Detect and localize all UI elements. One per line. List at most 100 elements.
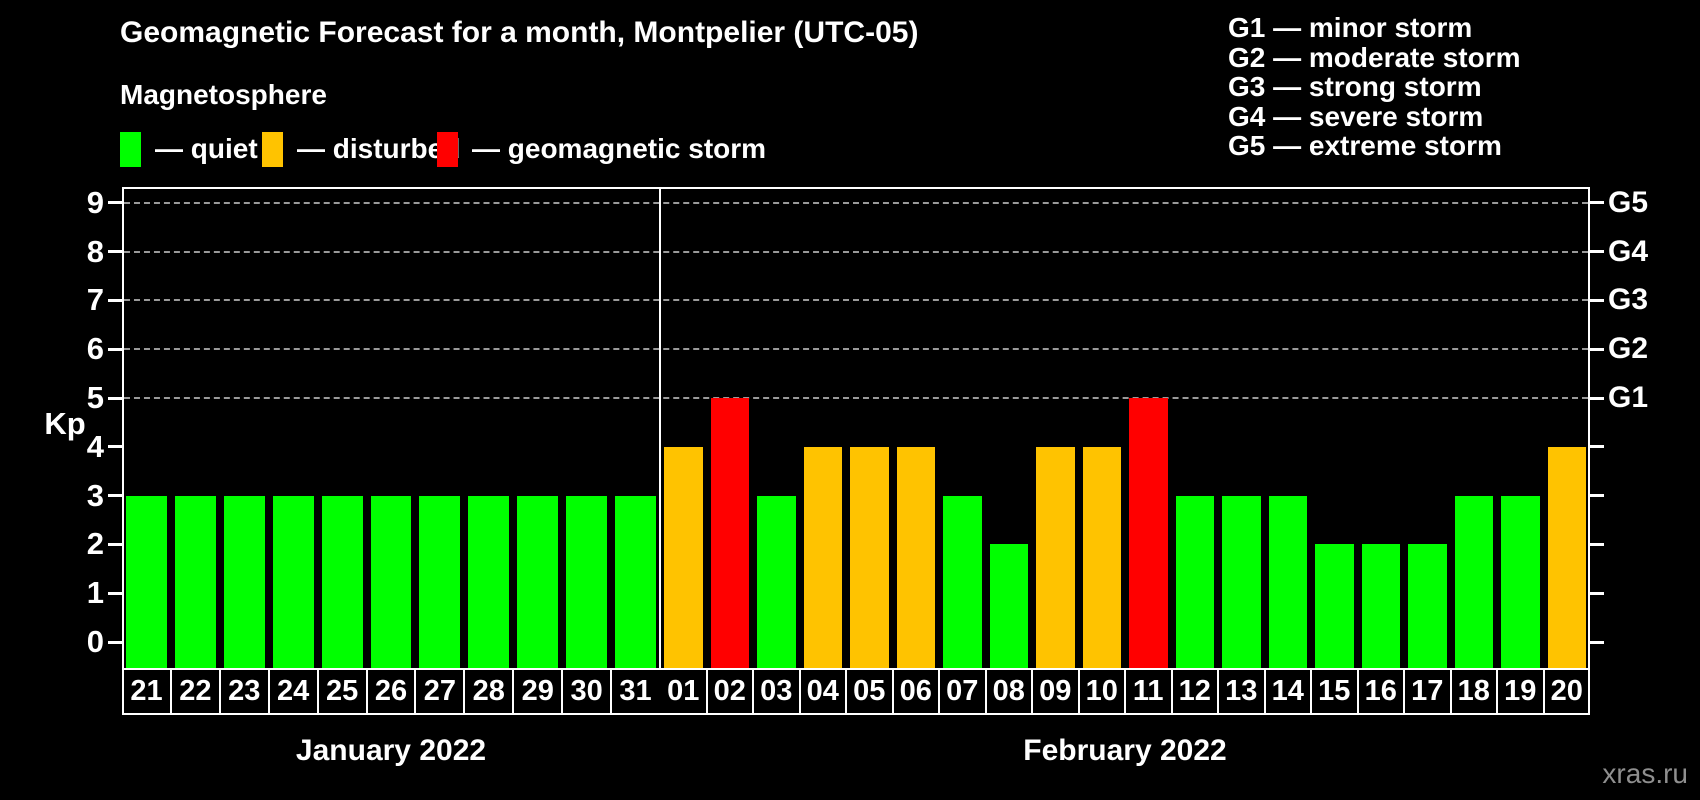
date-cell-divider — [1356, 668, 1359, 715]
legend-item-disturbed: — disturbed — [262, 131, 460, 167]
date-cell-divider — [1403, 668, 1405, 715]
date-cell-label: 13 — [1225, 675, 1258, 707]
kp-bar-january-22 — [174, 495, 216, 668]
date-cell-label: 22 — [179, 675, 212, 707]
y-axis-tick-right — [1590, 298, 1604, 302]
quiet-swatch-icon — [120, 131, 141, 167]
date-cell-label: 07 — [946, 675, 979, 707]
date-cell-divider — [845, 668, 847, 715]
storm-swatch-icon — [437, 131, 458, 167]
y-axis-tick-left — [108, 542, 122, 546]
gridline-kp6 — [124, 348, 1588, 351]
date-cell-label: 01 — [667, 675, 700, 707]
g-scale-legend-line-1: G1 — minor storm — [1228, 12, 1473, 43]
kp-bar-february-06 — [896, 446, 935, 668]
date-cell-label: 06 — [899, 675, 932, 707]
y-axis-tick-right — [1590, 396, 1604, 400]
y-axis-tick-right — [1590, 250, 1604, 254]
g-axis-label-g4: G4 — [1608, 234, 1649, 268]
date-cell-divider — [463, 668, 466, 715]
date-cell-divider — [1124, 668, 1126, 715]
kp-bar-february-11 — [1129, 398, 1168, 668]
date-cell-divider — [561, 668, 564, 715]
kp-bar-february-18 — [1454, 495, 1493, 668]
date-cell-label: 31 — [619, 675, 652, 707]
month-separator-line — [659, 189, 661, 668]
kp-bar-february-13 — [1222, 495, 1261, 668]
g-scale-legend-line-3: G3 — strong storm — [1228, 71, 1482, 102]
kp-bar-january-23 — [223, 495, 265, 668]
date-cell-divider — [414, 668, 417, 715]
date-cell-divider — [891, 668, 894, 715]
kp-bar-february-16 — [1361, 544, 1400, 668]
date-cell-label: 27 — [423, 675, 457, 707]
date-cell-label: 08 — [992, 675, 1025, 707]
date-cell-divider — [1496, 668, 1498, 715]
kp-bar-january-27 — [419, 495, 461, 668]
date-cell-label: 21 — [130, 675, 163, 707]
date-cell-label: 18 — [1457, 675, 1490, 707]
date-cell-label: 17 — [1411, 675, 1444, 707]
kp-bar-february-20 — [1547, 446, 1586, 668]
date-cell-divider — [365, 668, 368, 715]
y-axis-tick-right — [1590, 445, 1604, 449]
legend-item-quiet: — quiet — [120, 131, 258, 167]
date-cell-divider — [1310, 668, 1312, 715]
kp-bar-february-12 — [1175, 495, 1214, 668]
month-label-february: February 2022 — [1023, 734, 1227, 767]
chart-title: Geomagnetic Forecast for a month, Montpe… — [120, 16, 919, 49]
date-cell-divider — [169, 668, 172, 715]
kp-bar-february-09 — [1036, 446, 1075, 668]
date-cell-label: 05 — [853, 675, 886, 707]
y-axis-tick-label: 2 — [86, 526, 104, 562]
g-axis-label-g1: G1 — [1608, 381, 1649, 414]
y-axis-tick-right — [1590, 201, 1604, 205]
y-axis-tick-left — [108, 201, 122, 205]
kp-bar-january-29 — [517, 495, 559, 668]
g-axis-label-g5: G5 — [1608, 185, 1649, 219]
y-axis-tick-right — [1590, 591, 1604, 595]
y-axis-tick-left — [108, 640, 122, 644]
y-axis-tick-label: 4 — [86, 428, 104, 464]
date-cell-label: 11 — [1132, 675, 1164, 707]
date-axis-strip — [122, 668, 1590, 715]
date-cell-label: 24 — [277, 675, 310, 707]
y-axis-tick-label: 3 — [86, 477, 104, 513]
y-axis-tick-right — [1590, 347, 1604, 351]
disturbed-swatch-icon — [262, 131, 283, 167]
date-cell-divider — [752, 668, 754, 715]
kp-bar-february-08 — [989, 544, 1028, 668]
gridline-kp9 — [124, 201, 1588, 204]
date-cell-divider — [984, 668, 987, 715]
date-cell-divider — [316, 668, 319, 715]
legend-label-disturbed: — disturbed — [297, 133, 461, 164]
y-axis-title: Kp — [44, 406, 86, 441]
kp-bar-february-15 — [1315, 544, 1354, 668]
date-cell-divider — [705, 668, 708, 715]
date-cell-divider — [610, 668, 613, 715]
kp-bar-january-24 — [272, 495, 314, 668]
legend-label-quiet: — quiet — [155, 133, 258, 164]
date-cell-divider — [1449, 668, 1452, 715]
date-cell-label: 04 — [806, 675, 839, 707]
date-cell-divider — [1263, 668, 1266, 715]
watermark: xras.ru — [1602, 758, 1688, 789]
g-scale-legend: G1 — minor storm G2 — moderate storm G3 — … — [1228, 13, 1521, 161]
y-axis-tick-left — [108, 298, 122, 302]
date-cell-divider — [512, 668, 515, 715]
y-axis-tick-label: 8 — [86, 233, 104, 269]
g-scale-legend-line-5: G5 — extreme storm — [1228, 130, 1502, 161]
legend-label-storm: — geomagnetic storm — [472, 133, 767, 164]
kp-bar-february-03 — [757, 495, 796, 668]
date-cell-label: 10 — [1085, 675, 1118, 707]
y-axis-tick-label: 6 — [86, 331, 104, 367]
y-axis-tick-label: 7 — [86, 282, 104, 318]
y-axis-tick-left — [108, 445, 122, 449]
magnetosphere-subtitle: Magnetosphere — [120, 79, 327, 110]
kp-bar-january-28 — [468, 495, 510, 668]
date-cell-divider — [798, 668, 801, 715]
gridline-kp5 — [124, 397, 1588, 399]
y-axis-tick-left — [108, 494, 122, 498]
y-axis-tick-label: 0 — [86, 624, 104, 659]
